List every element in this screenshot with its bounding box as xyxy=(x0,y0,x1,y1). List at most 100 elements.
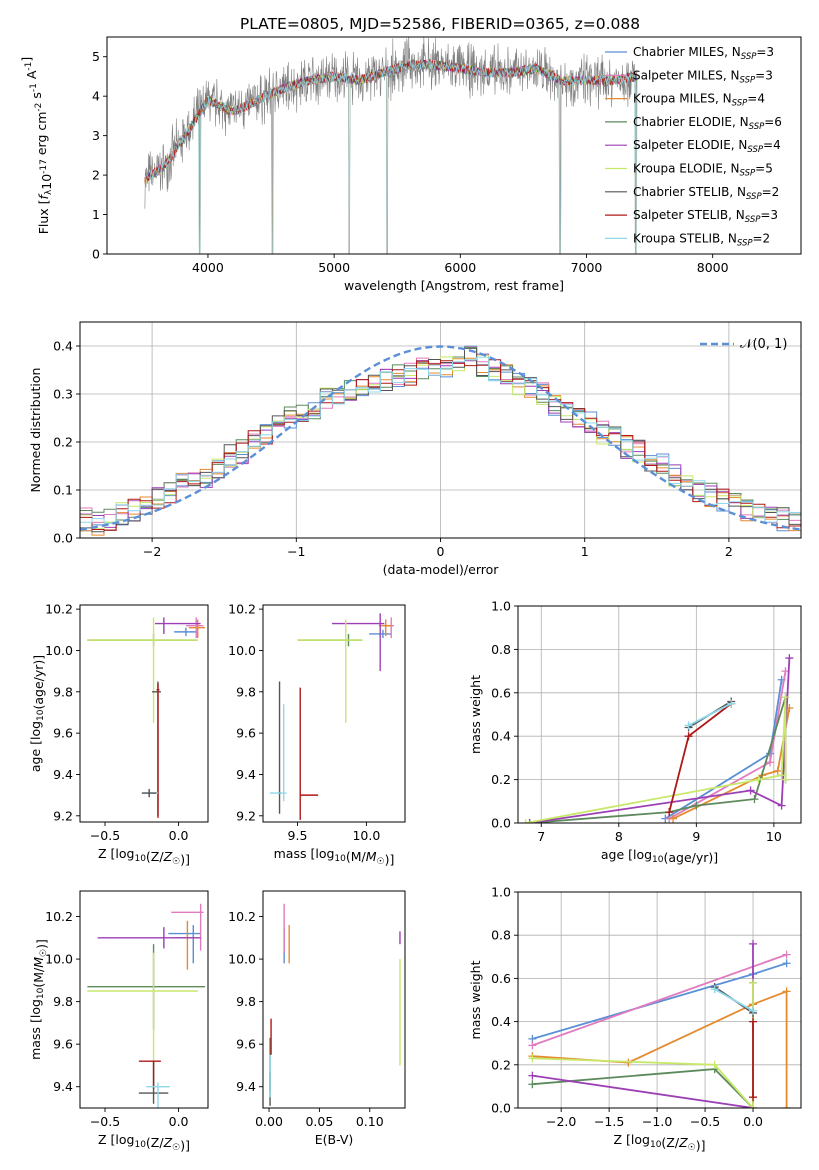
x-tick-label: −1.0 xyxy=(642,1114,672,1129)
weight-line xyxy=(532,953,787,1047)
spectrum-plot-area xyxy=(144,37,638,254)
weight_vs_age-xlabel: age [log10(age/yr)] xyxy=(601,847,718,865)
label-part: log xyxy=(115,1132,134,1147)
legend-entry: Kroupa ELODIE, NSSP=5 xyxy=(633,162,773,179)
y-tick-label: 9.4 xyxy=(53,1079,73,1094)
y-tick-label: 10.2 xyxy=(228,909,256,924)
label-sub: 10 xyxy=(134,1140,146,1150)
age_vs_Z-ylabel: age [log10(age/yr)] xyxy=(28,655,46,772)
weight-line xyxy=(714,988,754,1012)
label-sub: λ xyxy=(44,189,54,195)
legend-text: Salpeter MILES, N xyxy=(633,68,740,82)
legend-entry: Kroupa MILES, NSSP=4 xyxy=(633,92,765,109)
y-tick-label: 0.6 xyxy=(491,685,511,700)
label-part: (M/ xyxy=(346,849,367,864)
y-tick-label: 9.4 xyxy=(236,767,256,782)
legend-sub: SSP xyxy=(741,52,757,62)
weight-line xyxy=(688,702,732,727)
label-part: mass [ xyxy=(28,1018,43,1060)
label-part: Flux [ xyxy=(36,199,51,234)
x-tick-label: 1 xyxy=(581,544,589,559)
weight_vs_age-xlabel-text: age [log10(age/yr)] xyxy=(601,847,718,865)
label-part: f xyxy=(36,193,51,199)
legend-text: Kroupa STELIB, N xyxy=(633,231,737,245)
weight-marker xyxy=(727,699,736,708)
weight-marker xyxy=(782,959,791,968)
x-tick-label: 0 xyxy=(437,544,445,559)
label-part: E(B-V) xyxy=(315,1132,354,1147)
weight-marker xyxy=(669,814,678,823)
y-tick-label: 0.8 xyxy=(491,642,511,657)
label-part: age [ xyxy=(28,740,43,772)
label-part: (data-model)/error xyxy=(383,562,500,577)
residuals-xlabel: (data-model)/error xyxy=(383,562,500,577)
legend-text: Kroupa ELODIE, N xyxy=(633,162,740,176)
weight-marker xyxy=(749,1093,758,1102)
legend-text: =2 xyxy=(762,185,780,199)
legend-text: Kroupa MILES, N xyxy=(633,92,732,106)
spectrum-panel: 4000 5000 6000 7000 8000 0 1 2 3 4 5 xyxy=(92,36,802,275)
weight_vs_age-frame xyxy=(517,605,802,824)
label-part: Z xyxy=(163,1135,173,1150)
mass_vs_ebv-xlabel-text: E(B-V) xyxy=(315,1132,354,1147)
x-tick-label: 9.5 xyxy=(288,828,308,843)
weight-marker xyxy=(782,950,791,959)
label-part: (M/ xyxy=(31,967,46,988)
x-tick-label: −2 xyxy=(143,544,161,559)
gaussian-curve xyxy=(80,345,801,531)
residuals-ylabel-text: Normed distribution xyxy=(28,368,43,493)
weight-marker xyxy=(749,1017,758,1026)
y-tick-label: 9.4 xyxy=(236,1079,256,1094)
weight-marker xyxy=(782,987,791,996)
weight-marker xyxy=(781,693,790,702)
label-part: -2 xyxy=(34,103,44,112)
y-tick-label: 0.8 xyxy=(491,928,511,943)
weight-marker xyxy=(528,1080,537,1089)
weight-marker xyxy=(781,775,790,784)
weight-marker xyxy=(665,808,674,817)
label-part: log xyxy=(115,846,134,861)
x-tick-label: 2 xyxy=(725,544,733,559)
age_vs_Z-panel: −0.5 0.0 9.2 9.4 9.6 9.8 10.0 10.2 xyxy=(45,602,209,843)
legend-text: =4 xyxy=(747,92,765,106)
mass_vs_ebv-xlabel: E(B-V) xyxy=(315,1132,354,1147)
x-tick-label: −1.5 xyxy=(594,1114,624,1129)
x-tick-label: 7000 xyxy=(571,260,603,275)
weight-marker xyxy=(749,978,758,987)
mass_vs_Z-ylabel-text: mass [log10(M/M☉)] xyxy=(28,939,49,1060)
label-part: -17 xyxy=(39,159,49,174)
x-tick-label: −1 xyxy=(287,544,305,559)
y-tick-label: 1.0 xyxy=(491,599,511,614)
label-part: wavelength [Angstrom, rest frame] xyxy=(344,278,564,293)
x-tick-label: 8 xyxy=(615,829,623,844)
y-tick-label: 9.4 xyxy=(53,767,73,782)
y-tick-label: 10.2 xyxy=(45,602,73,617)
label-part: mass weight xyxy=(468,960,483,1039)
weight-marker xyxy=(749,1104,758,1108)
label-sub: ☉ xyxy=(39,949,49,957)
legend-text: Salpeter STELIB, N xyxy=(633,208,745,222)
label-part: (age/yr)] xyxy=(31,655,46,710)
label-part: (Z/ xyxy=(661,1135,679,1150)
weight-line xyxy=(532,982,754,1108)
label-part: Normed distribution xyxy=(28,368,43,493)
label-part: s xyxy=(29,92,44,103)
y-tick-label: 0.0 xyxy=(491,1101,511,1116)
age_vs_mass-xlabel: mass [log10(M/M☉)] xyxy=(274,846,395,867)
y-tick-label: 9.2 xyxy=(53,808,73,823)
mass_vs_Z-frame xyxy=(79,890,209,1109)
legend-text: =2 xyxy=(753,231,771,245)
weight-marker xyxy=(528,1071,537,1080)
label-part: )] xyxy=(180,1138,190,1153)
legend-entry: Chabrier STELIB, NSSP=2 xyxy=(633,185,779,202)
label-part: M xyxy=(31,957,46,968)
legend-sub: SSP xyxy=(749,122,765,132)
weight-marker xyxy=(528,1041,537,1050)
y-tick-label: 0.4 xyxy=(491,729,511,744)
weight-marker xyxy=(525,819,534,823)
weight-marker xyxy=(754,775,763,784)
mass_vs_Z-ylabel: mass [log10(M/M☉)] xyxy=(28,939,49,1060)
mass_vs_Z-plot-area xyxy=(87,903,206,1108)
label-sub: 10 xyxy=(334,854,346,864)
